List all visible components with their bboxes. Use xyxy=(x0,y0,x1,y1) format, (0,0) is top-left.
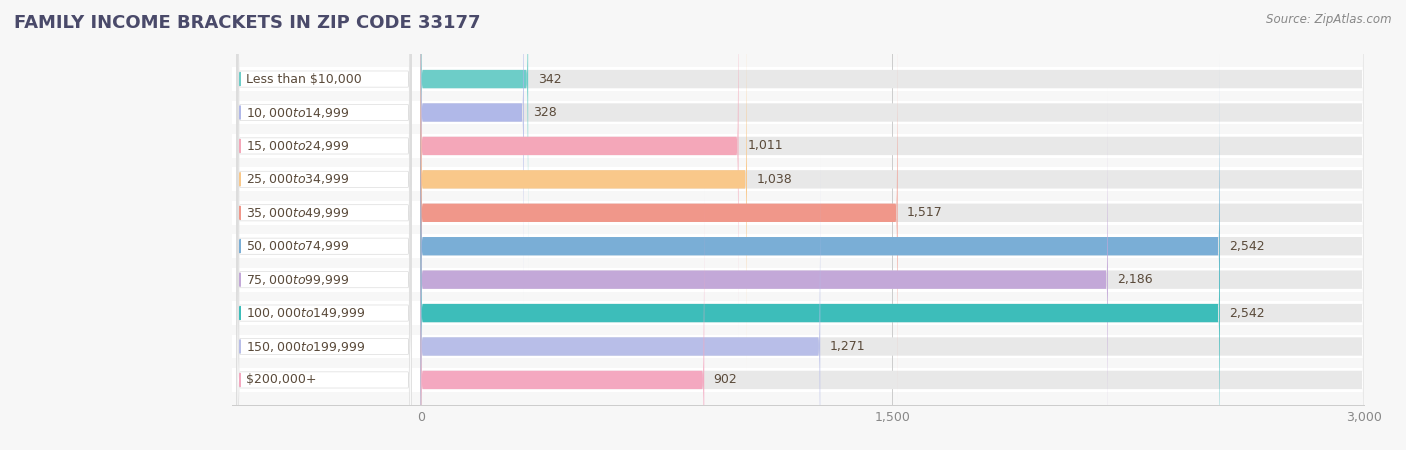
FancyBboxPatch shape xyxy=(420,0,747,371)
Text: $50,000 to $74,999: $50,000 to $74,999 xyxy=(246,239,350,253)
FancyBboxPatch shape xyxy=(232,101,1364,124)
FancyBboxPatch shape xyxy=(420,122,1220,450)
FancyBboxPatch shape xyxy=(232,301,1364,325)
Text: $200,000+: $200,000+ xyxy=(246,374,316,387)
Text: 1,517: 1,517 xyxy=(907,206,943,219)
FancyBboxPatch shape xyxy=(238,20,411,450)
FancyBboxPatch shape xyxy=(420,0,1364,338)
Text: Less than $10,000: Less than $10,000 xyxy=(246,72,363,86)
FancyBboxPatch shape xyxy=(420,55,1220,437)
FancyBboxPatch shape xyxy=(420,55,1364,437)
FancyBboxPatch shape xyxy=(420,22,1364,404)
FancyBboxPatch shape xyxy=(232,335,1364,358)
FancyBboxPatch shape xyxy=(238,0,411,450)
FancyBboxPatch shape xyxy=(420,22,897,404)
FancyBboxPatch shape xyxy=(420,189,704,450)
FancyBboxPatch shape xyxy=(420,0,1364,304)
FancyBboxPatch shape xyxy=(232,134,1364,158)
FancyBboxPatch shape xyxy=(420,155,820,450)
FancyBboxPatch shape xyxy=(232,167,1364,191)
FancyBboxPatch shape xyxy=(420,88,1108,450)
FancyBboxPatch shape xyxy=(238,0,411,439)
FancyBboxPatch shape xyxy=(238,0,411,450)
FancyBboxPatch shape xyxy=(420,0,524,304)
Text: Source: ZipAtlas.com: Source: ZipAtlas.com xyxy=(1267,14,1392,27)
FancyBboxPatch shape xyxy=(238,54,411,450)
Text: 1,038: 1,038 xyxy=(756,173,792,186)
FancyBboxPatch shape xyxy=(238,0,411,450)
Text: $15,000 to $24,999: $15,000 to $24,999 xyxy=(246,139,350,153)
Text: 902: 902 xyxy=(714,374,737,387)
FancyBboxPatch shape xyxy=(420,155,1364,450)
FancyBboxPatch shape xyxy=(238,0,411,450)
FancyBboxPatch shape xyxy=(420,0,738,338)
Text: $10,000 to $14,999: $10,000 to $14,999 xyxy=(246,105,350,120)
FancyBboxPatch shape xyxy=(420,0,1364,371)
Text: $150,000 to $199,999: $150,000 to $199,999 xyxy=(246,339,366,354)
Text: 2,542: 2,542 xyxy=(1229,240,1265,253)
Text: 1,011: 1,011 xyxy=(748,140,783,153)
FancyBboxPatch shape xyxy=(232,201,1364,225)
FancyBboxPatch shape xyxy=(232,268,1364,292)
FancyBboxPatch shape xyxy=(238,0,411,405)
FancyBboxPatch shape xyxy=(420,189,1364,450)
FancyBboxPatch shape xyxy=(420,88,1364,450)
FancyBboxPatch shape xyxy=(238,0,411,450)
Text: $75,000 to $99,999: $75,000 to $99,999 xyxy=(246,273,350,287)
FancyBboxPatch shape xyxy=(238,0,411,450)
Text: 2,542: 2,542 xyxy=(1229,306,1265,320)
FancyBboxPatch shape xyxy=(232,67,1364,91)
FancyBboxPatch shape xyxy=(420,0,1364,270)
Text: $100,000 to $149,999: $100,000 to $149,999 xyxy=(246,306,366,320)
Text: 328: 328 xyxy=(533,106,557,119)
Text: $35,000 to $49,999: $35,000 to $49,999 xyxy=(246,206,350,220)
Text: 1,271: 1,271 xyxy=(830,340,865,353)
FancyBboxPatch shape xyxy=(420,0,529,270)
Text: FAMILY INCOME BRACKETS IN ZIP CODE 33177: FAMILY INCOME BRACKETS IN ZIP CODE 33177 xyxy=(14,14,481,32)
FancyBboxPatch shape xyxy=(232,234,1364,258)
Text: 2,186: 2,186 xyxy=(1118,273,1153,286)
FancyBboxPatch shape xyxy=(420,122,1364,450)
Text: $25,000 to $34,999: $25,000 to $34,999 xyxy=(246,172,350,186)
Text: 342: 342 xyxy=(537,72,561,86)
FancyBboxPatch shape xyxy=(232,368,1364,392)
